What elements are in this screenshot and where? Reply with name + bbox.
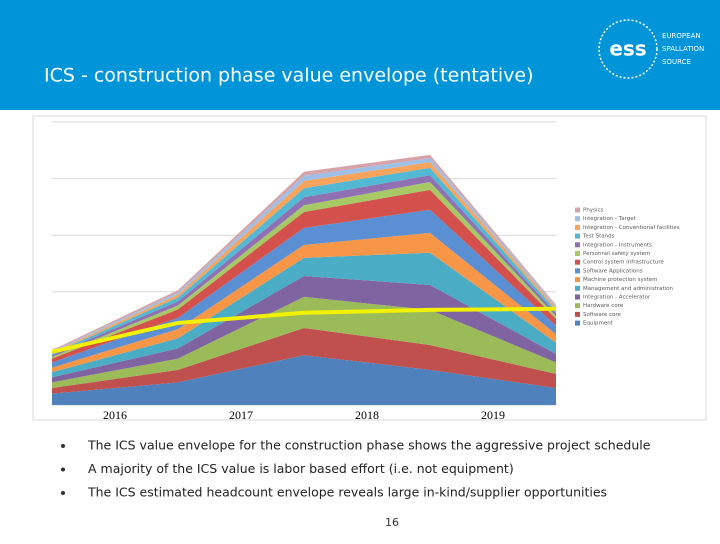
legend-label: Integration - Target [583, 216, 637, 222]
legend-label: Machine protection system [583, 277, 658, 283]
area [52, 355, 556, 405]
legend-swatch [575, 268, 580, 274]
legend-swatch [575, 311, 580, 317]
legend-swatch [575, 277, 580, 283]
logo-ring [598, 19, 658, 79]
area [52, 189, 556, 363]
legend-label: Integration - Conventional facilities [583, 225, 680, 231]
area [52, 328, 556, 394]
area [52, 209, 556, 368]
x-tick-label: 2019 [481, 408, 505, 422]
area [52, 252, 556, 378]
legend-swatch [575, 216, 580, 222]
x-tick-label: 2016 [103, 408, 127, 422]
logo-mark: ess [609, 37, 646, 61]
area [52, 275, 556, 383]
legend-label: Software Applications [583, 268, 643, 274]
area [52, 232, 556, 373]
bullet-text: A majority of the ICS value is labor bas… [88, 461, 514, 476]
legend-swatch [575, 251, 580, 256]
legend-label: Hardware core [583, 303, 624, 309]
legend-swatch [575, 259, 580, 265]
legend-swatch [575, 285, 580, 291]
legend-label: Integration - Accelerator [583, 295, 651, 301]
legend-label: Integration - Instruments [583, 242, 652, 248]
legend-swatch [575, 320, 580, 326]
legend-label: Management and administration [583, 286, 674, 292]
bullet [61, 491, 65, 495]
bullet [61, 444, 65, 448]
legend-label: Equipment [583, 321, 614, 327]
legend-label: Software core [583, 312, 622, 318]
legend-swatch [575, 233, 580, 239]
legend-swatch [575, 242, 580, 248]
legend-label: Control system infrastructure [583, 260, 664, 266]
slide-title: ICS - construction phase value envelope … [44, 65, 534, 87]
logo-text: SPALLATION [662, 45, 704, 53]
area [52, 296, 556, 389]
legend-swatch [575, 207, 580, 213]
bullet-text: The ICS value envelope for the construct… [87, 438, 651, 453]
legend-swatch [575, 303, 580, 309]
legend-swatch [575, 294, 580, 300]
x-tick-label: 2018 [355, 408, 379, 422]
page-number: 16 [385, 516, 399, 529]
legend-label: Personnel safety system [583, 251, 650, 257]
legend-swatch [575, 224, 580, 230]
envelope-line [51, 306, 557, 354]
legend-label: Test Stands [582, 234, 615, 240]
x-tick-label: 2017 [229, 408, 253, 422]
bullet [61, 467, 65, 472]
bullet-text: The ICS estimated headcount envelope rev… [87, 485, 607, 500]
legend-label: Physics [583, 208, 603, 214]
logo-text: EUROPEAN [662, 32, 701, 40]
logo-text: SOURCE [662, 58, 691, 66]
